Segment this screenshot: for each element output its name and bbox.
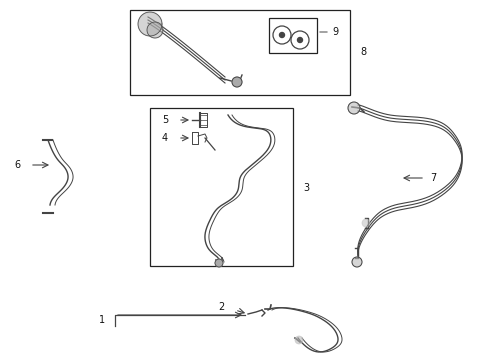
Text: 6: 6 [14,160,20,170]
Polygon shape [147,22,163,38]
Circle shape [295,336,303,344]
Polygon shape [138,12,162,36]
Bar [269,18,317,53]
Circle shape [279,32,285,37]
Circle shape [352,257,362,267]
Text: 4: 4 [162,133,168,143]
Circle shape [215,259,223,267]
Text: 5: 5 [162,115,168,125]
Bar [150,108,293,266]
Bar [130,10,350,95]
Text: 2: 2 [218,302,224,312]
Text: 8: 8 [360,47,366,57]
Text: 1: 1 [99,315,105,325]
Text: 7: 7 [430,173,436,183]
Circle shape [297,37,302,42]
Circle shape [232,77,242,87]
Text: 9: 9 [332,27,338,37]
Circle shape [348,102,360,114]
Text: 3: 3 [303,183,309,193]
Circle shape [362,219,370,227]
